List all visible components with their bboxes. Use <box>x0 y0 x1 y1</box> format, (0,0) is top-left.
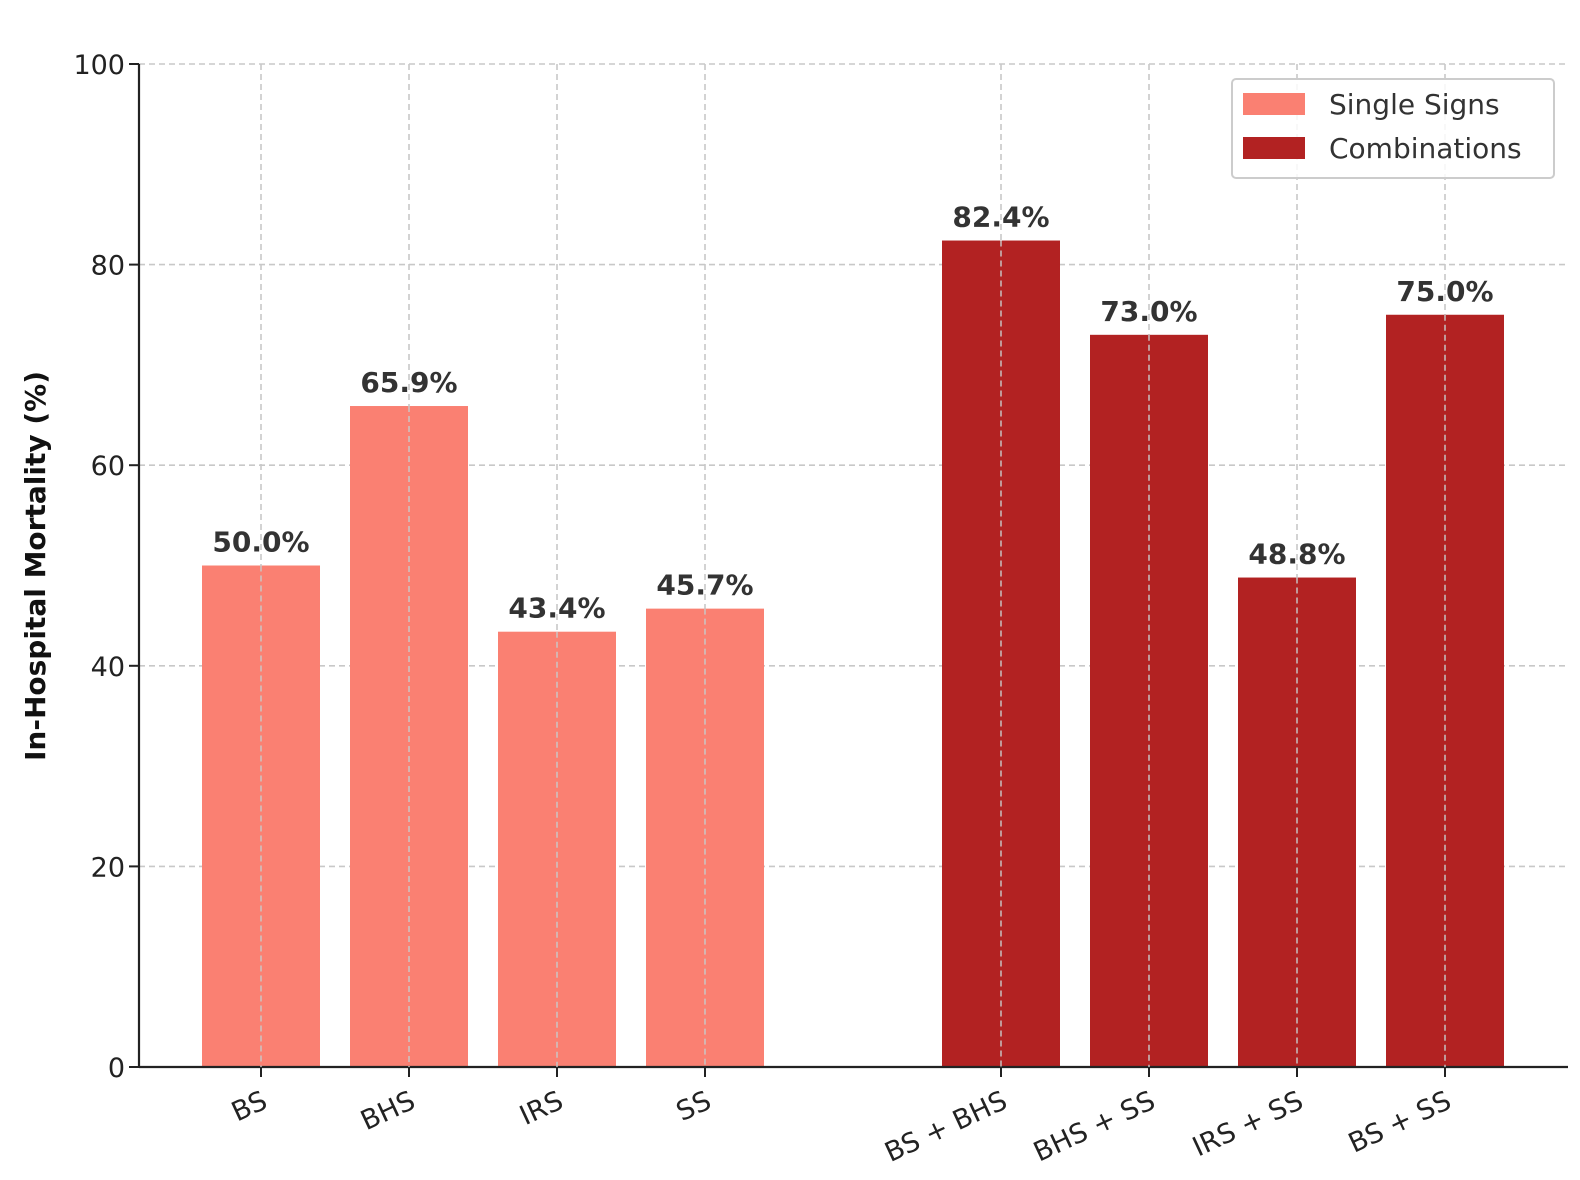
data-label: 75.0% <box>1396 275 1493 308</box>
x-tick-label: SS <box>672 1085 716 1128</box>
legend-label-combinations: Combinations <box>1329 132 1522 165</box>
bars <box>202 240 1504 1067</box>
data-label: 82.4% <box>952 201 1049 234</box>
legend-frame <box>1231 78 1555 179</box>
y-tick-label: 60 <box>91 451 125 482</box>
data-label: 65.9% <box>360 366 457 399</box>
x-tick-label: IRS + SS <box>1188 1085 1308 1163</box>
legend-swatch-combinations <box>1243 137 1305 159</box>
legend-swatch-single-signs <box>1243 93 1305 115</box>
x-tick-label: BS <box>227 1085 272 1128</box>
x-tick-label: BS + SS <box>1344 1085 1456 1159</box>
data-label: 43.4% <box>508 592 605 625</box>
data-label: 50.0% <box>212 526 309 559</box>
data-label: 73.0% <box>1100 295 1197 328</box>
data-label: 45.7% <box>656 569 753 602</box>
data-label: 48.8% <box>1248 538 1345 571</box>
y-tick-label: 20 <box>91 852 125 883</box>
y-tick-label: 0 <box>108 1053 125 1084</box>
data-labels: 50.0% 65.9% 43.4% 45.7% 82.4% 73.0% 48.8% 75.0% <box>212 201 1494 1067</box>
x-tick-label: BHS + SS <box>1029 1085 1160 1168</box>
axes <box>129 63 1568 1077</box>
y-tick-label: 100 <box>73 50 125 81</box>
bar <box>646 608 764 1067</box>
x-tick-label: BS + BHS <box>880 1085 1012 1168</box>
x-tick-label: IRS <box>515 1085 568 1132</box>
legend-label-single-signs: Single Signs <box>1329 88 1500 121</box>
y-axis-title: In-Hospital Mortality (%) <box>19 371 52 761</box>
x-tick-label: BHS <box>356 1085 420 1137</box>
y-tick-label: 80 <box>91 251 125 282</box>
y-tick-label: 40 <box>91 652 125 683</box>
legend: Single Signs Combinations <box>1231 78 1555 179</box>
